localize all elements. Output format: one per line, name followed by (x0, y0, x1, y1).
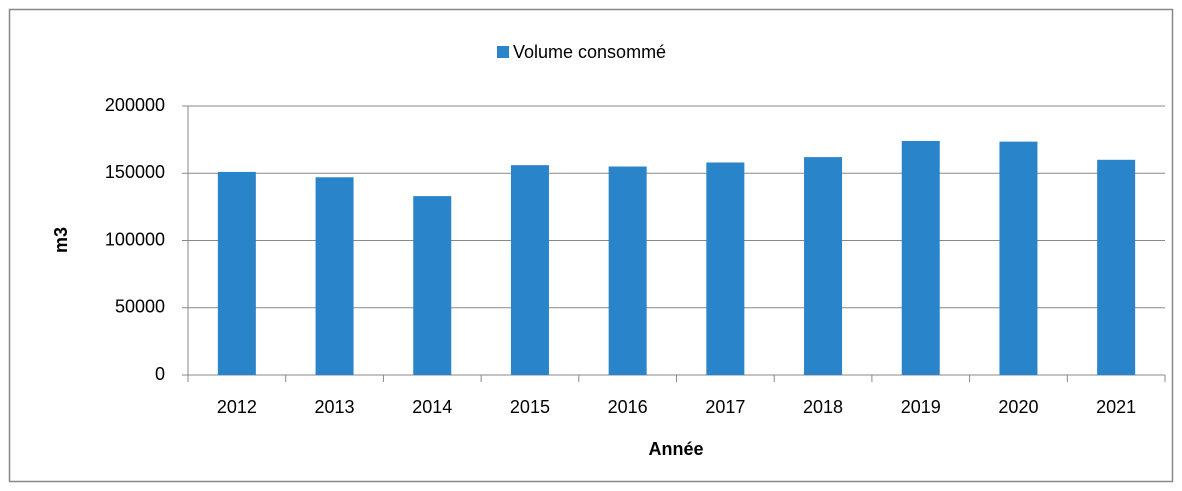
y-axis-label: m3 (51, 227, 71, 253)
bar (706, 162, 745, 375)
x-axis-label: Année (648, 439, 703, 459)
x-tick-label: 2012 (217, 397, 257, 417)
bar (1097, 159, 1136, 375)
y-tick-label: 0 (155, 364, 165, 384)
y-tick-label: 50000 (115, 297, 165, 317)
x-tick-label: 2016 (608, 397, 648, 417)
bar (901, 140, 940, 375)
x-tick-label: 2020 (998, 397, 1038, 417)
bar (217, 171, 256, 375)
bar (510, 165, 549, 375)
x-tick-label: 2013 (315, 397, 355, 417)
bar (608, 166, 647, 375)
legend-label: Volume consommé (513, 42, 666, 62)
bar (315, 177, 354, 375)
x-tick-label: 2018 (803, 397, 843, 417)
y-tick-label: 200000 (105, 95, 165, 115)
chart-frame (8, 8, 1174, 483)
x-tick-label: 2019 (901, 397, 941, 417)
bar (804, 157, 843, 375)
y-tick-label: 100000 (105, 229, 165, 249)
x-tick-label: 2017 (705, 397, 745, 417)
legend-swatch (497, 46, 509, 58)
x-tick-label: 2014 (412, 397, 452, 417)
x-tick-label: 2021 (1096, 397, 1136, 417)
y-tick-label: 150000 (105, 162, 165, 182)
x-tick-label: 2015 (510, 397, 550, 417)
bar (999, 141, 1038, 375)
bar (413, 196, 452, 375)
